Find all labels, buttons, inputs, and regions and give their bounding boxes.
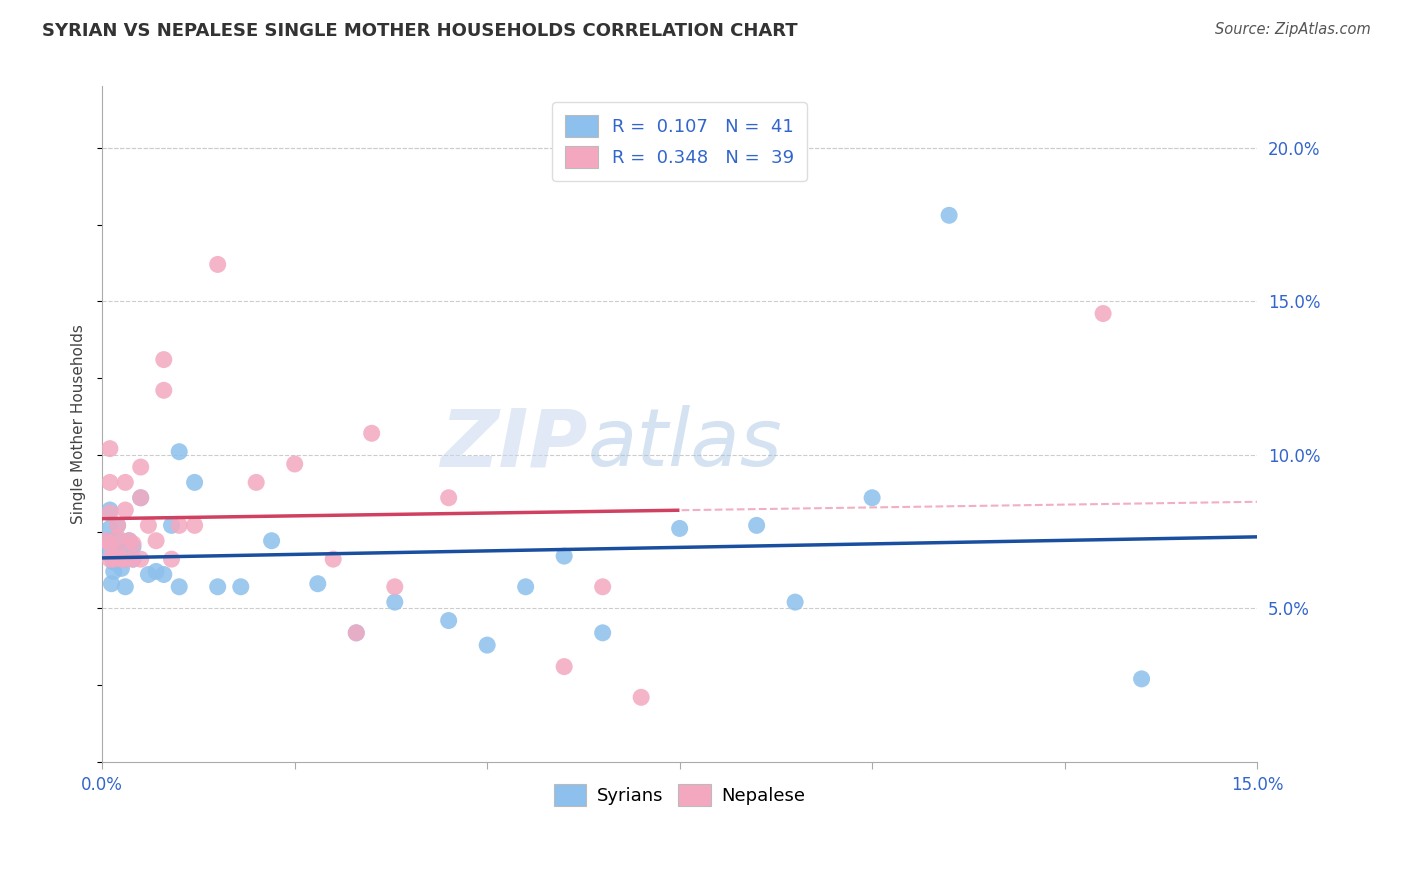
Text: Source: ZipAtlas.com: Source: ZipAtlas.com (1215, 22, 1371, 37)
Point (344, 625, 367, 640)
Point (98, 506, 121, 520)
Point (107, 546, 129, 560)
Point (860, 491, 883, 505)
Point (103, 555, 125, 569)
Point (745, 518, 768, 533)
Point (1092, 307, 1115, 321)
Point (153, 567, 176, 582)
Point (630, 690, 652, 705)
Point (94, 546, 117, 560)
Point (167, 580, 190, 594)
Point (108, 533, 131, 548)
Text: ZIP: ZIP (440, 405, 588, 483)
Point (129, 552, 152, 566)
Point (129, 460, 152, 475)
Point (98, 503, 121, 517)
Point (138, 567, 160, 582)
Point (145, 533, 167, 548)
Point (384, 595, 406, 609)
Point (785, 595, 807, 609)
Point (98, 552, 121, 566)
Y-axis label: Single Mother Households: Single Mother Households (72, 324, 86, 524)
Point (437, 614, 460, 628)
Point (100, 576, 122, 591)
Point (160, 552, 183, 566)
Point (97, 533, 120, 548)
Point (114, 552, 136, 566)
Point (145, 565, 167, 579)
Point (167, 444, 190, 458)
Point (118, 533, 141, 548)
Point (229, 580, 252, 594)
Point (114, 475, 136, 490)
Text: atlas: atlas (588, 405, 782, 483)
Point (207, 580, 229, 594)
Point (307, 576, 329, 591)
Point (160, 518, 183, 533)
Point (103, 565, 125, 579)
Legend: Syrians, Nepalese: Syrians, Nepalese (547, 777, 813, 814)
Point (138, 518, 160, 533)
Point (122, 540, 145, 554)
Point (110, 561, 132, 575)
Point (122, 552, 145, 566)
Point (592, 580, 614, 594)
Point (122, 552, 145, 566)
Point (475, 638, 498, 652)
Point (167, 518, 190, 533)
Point (668, 521, 690, 535)
Point (118, 533, 141, 548)
Point (592, 625, 614, 640)
Point (183, 475, 205, 490)
Point (103, 552, 125, 566)
Point (1130, 672, 1153, 686)
Point (98, 442, 121, 456)
Point (107, 518, 129, 533)
Point (322, 552, 344, 566)
Text: SYRIAN VS NEPALESE SINGLE MOTHER HOUSEHOLDS CORRELATION CHART: SYRIAN VS NEPALESE SINGLE MOTHER HOUSEHO… (42, 22, 797, 40)
Point (153, 384, 176, 398)
Point (360, 426, 382, 441)
Point (129, 491, 152, 505)
Point (260, 533, 283, 548)
Point (129, 491, 152, 505)
Point (107, 531, 129, 545)
Point (384, 580, 406, 594)
Point (938, 208, 960, 222)
Point (344, 625, 367, 640)
Point (98, 537, 121, 551)
Point (553, 549, 575, 563)
Point (98, 475, 121, 490)
Point (245, 475, 267, 490)
Point (153, 352, 176, 367)
Point (284, 457, 307, 471)
Point (107, 518, 129, 533)
Point (107, 546, 129, 560)
Point (114, 503, 136, 517)
Point (183, 518, 205, 533)
Point (98, 521, 121, 535)
Point (94, 533, 117, 548)
Point (437, 491, 460, 505)
Point (553, 659, 575, 673)
Point (110, 552, 132, 566)
Point (207, 257, 229, 271)
Point (515, 580, 537, 594)
Point (122, 537, 145, 551)
Point (114, 552, 136, 566)
Point (114, 580, 136, 594)
